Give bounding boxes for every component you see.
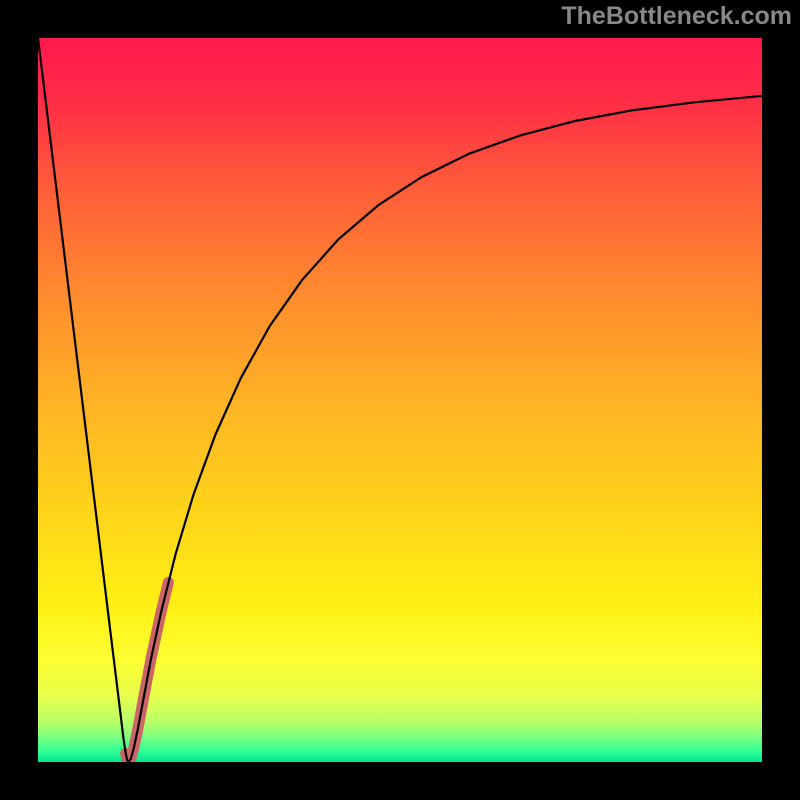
bottleneck-chart [0, 0, 800, 800]
watermark-text: TheBottleneck.com [561, 2, 792, 31]
chart-frame: TheBottleneck.com [0, 0, 800, 800]
